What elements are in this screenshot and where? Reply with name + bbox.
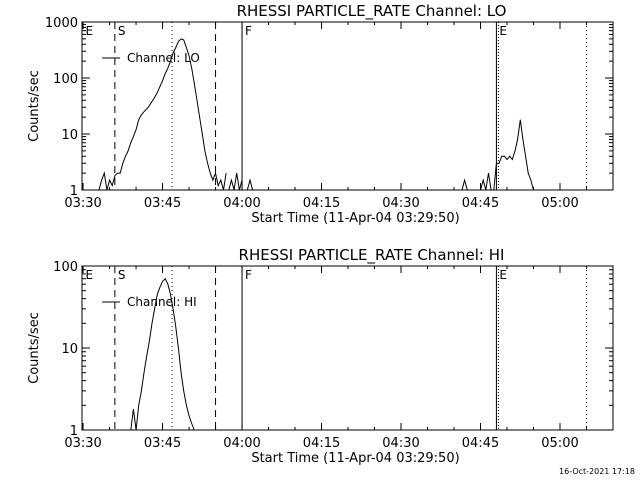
y-axis-label: Counts/sec [27, 312, 42, 384]
x-tick-label: 04:15 [303, 196, 340, 211]
x-tick-label: 03:45 [144, 196, 181, 211]
y-tick-label: 10 [61, 128, 78, 143]
y-tick-label: 1 [70, 424, 78, 439]
x-tick-label: 04:30 [382, 196, 419, 211]
y-tick-label: 10 [61, 342, 78, 357]
data-series-line [98, 38, 227, 191]
chart-title: RHESSI PARTICLE_RATE Channel: HI [239, 246, 505, 265]
x-axis-label: Start Time (11-Apr-04 03:29:50) [251, 211, 459, 226]
y-tick-label: 100 [53, 260, 78, 275]
data-series-line [461, 178, 468, 191]
x-tick-label: 04:45 [462, 436, 499, 451]
x-tick-label: 03:30 [64, 196, 101, 211]
event-marker-label: E [86, 268, 94, 282]
event-marker-label: E [499, 268, 507, 282]
data-series-line [480, 173, 492, 191]
x-tick-label: 04:45 [462, 196, 499, 211]
y-tick-label: 100 [53, 72, 78, 87]
data-series-line [246, 178, 254, 191]
data-series-line [130, 277, 195, 431]
x-tick-label: 04:15 [303, 436, 340, 451]
chart-title: RHESSI PARTICLE_RATE Channel: LO [237, 2, 507, 21]
data-series-line [228, 173, 243, 191]
x-tick-label: 03:45 [144, 436, 181, 451]
event-marker-label: S [118, 24, 126, 38]
data-series-line [493, 119, 534, 191]
event-marker-label: E [499, 24, 507, 38]
event-marker-label: S [118, 268, 126, 282]
y-tick-label: 1000 [45, 16, 78, 31]
x-tick-label: 04:00 [223, 436, 260, 451]
chart-panel-lo: RHESSI PARTICLE_RATE Channel: LO 03:30 03:… [27, 2, 614, 226]
legend-label: Channel: HI [127, 295, 197, 309]
plot-frame [81, 21, 614, 191]
x-tick-label: 05:00 [541, 196, 578, 211]
footer-timestamp: 16-Oct-2021 17:18 [559, 467, 635, 476]
x-tick-label: 04:00 [223, 196, 260, 211]
x-tick-label: 03:30 [64, 436, 101, 451]
event-marker-label: E [86, 24, 94, 38]
y-tick-label: 1 [70, 184, 78, 199]
event-marker-label: F [245, 24, 252, 38]
x-tick-label: 05:00 [541, 436, 578, 451]
x-axis-label: Start Time (11-Apr-04 03:29:50) [251, 451, 459, 466]
y-axis-label: Counts/sec [27, 70, 42, 142]
legend-label: Channel: LO [127, 51, 200, 65]
event-marker-label: F [245, 268, 252, 282]
chart-panel-hi: RHESSI PARTICLE_RATE Channel: HI 03:30 03:… [27, 246, 614, 466]
plot-frame [81, 265, 614, 431]
x-tick-label: 04:30 [382, 436, 419, 451]
